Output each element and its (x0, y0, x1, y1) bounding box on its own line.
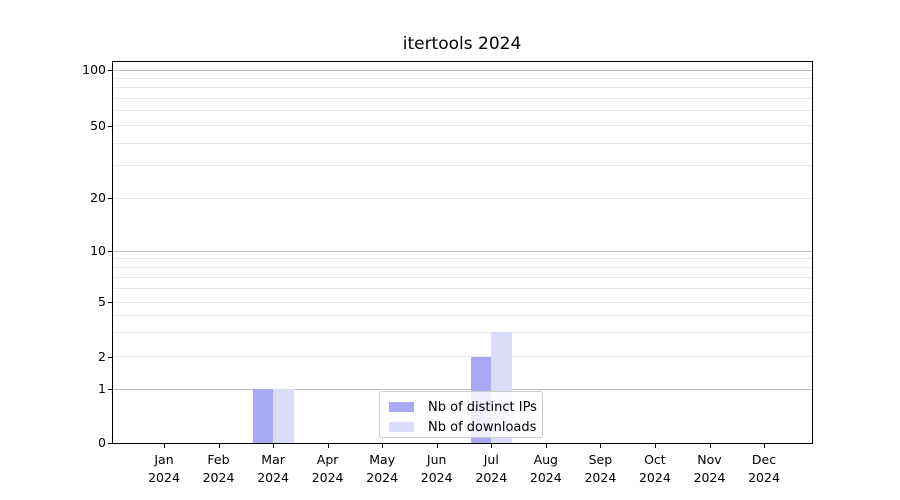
x-tick-label: Oct 2024 (638, 452, 671, 485)
gridline-minor (112, 165, 813, 167)
gridline-minor (112, 125, 813, 126)
x-tick-label: May 2024 (366, 452, 399, 485)
y-tick (108, 389, 112, 390)
x-tick-label: Dec 2024 (748, 452, 780, 485)
y-tick (108, 198, 112, 199)
plot-border-left (112, 61, 113, 444)
x-tick-label: Jan 2024 (148, 452, 180, 485)
y-tick (108, 443, 112, 444)
gridline-minor (112, 356, 813, 357)
y-tick-label: 50 (90, 117, 106, 133)
y-tick (108, 356, 112, 358)
y-tick-label: 10 (90, 243, 106, 258)
gridline-major (112, 250, 813, 252)
y-tick-label: 0 (98, 435, 106, 450)
gridline-minor (112, 98, 813, 100)
gridline-minor (112, 266, 813, 268)
x-tick (491, 444, 493, 448)
gridline-minor (112, 314, 813, 316)
legend-label-downloads: Nb of downloads (428, 419, 537, 435)
gridline-major (112, 69, 813, 71)
x-tick (600, 444, 602, 448)
x-tick-label: Nov 2024 (693, 452, 726, 485)
y-tick-label: 1 (98, 381, 106, 396)
legend-swatch-downloads (389, 422, 414, 432)
x-tick (709, 444, 711, 448)
bar-distinct-ips (252, 389, 274, 443)
x-tick-label: Apr 2024 (311, 452, 344, 485)
y-tick-label: 2 (98, 348, 106, 364)
plot-border-bottom (112, 443, 813, 444)
legend-row-downloads: Nb of downloads (389, 417, 536, 437)
y-tick (108, 302, 112, 303)
x-tick-label: Aug 2024 (529, 452, 562, 485)
x-tick (654, 444, 656, 448)
x-tick (218, 444, 220, 448)
y-tick (108, 251, 112, 252)
plot-border-right (812, 61, 813, 444)
gridline-minor (112, 331, 813, 333)
x-tick-label: Feb 2024 (202, 452, 235, 485)
x-tick (164, 444, 165, 448)
y-tick-label: 20 (90, 190, 106, 205)
legend: Nb of distinct IPs Nb of downloads (379, 391, 543, 438)
gridline-minor (112, 87, 813, 89)
legend-swatch-distinct-ips (389, 402, 414, 412)
gridline-minor (112, 197, 813, 199)
x-tick (764, 444, 765, 448)
y-tick-label: 5 (98, 294, 106, 309)
x-tick (436, 444, 438, 448)
x-tick-label: Jul 2024 (475, 452, 508, 485)
legend-label-distinct-ips: Nb of distinct IPs (428, 399, 537, 415)
y-tick (108, 125, 112, 127)
x-tick (545, 444, 547, 448)
gridline-minor (112, 276, 813, 278)
gridline-minor (112, 77, 813, 79)
plot-border-top (112, 61, 813, 62)
chart-title: itertools 2024 (402, 34, 522, 54)
y-tick (108, 70, 112, 71)
gridline-minor (112, 288, 813, 290)
y-tick-label: 100 (82, 62, 106, 77)
x-tick-label: Mar 2024 (257, 452, 289, 485)
gridline-minor (112, 258, 813, 260)
x-tick (327, 444, 329, 448)
x-tick (273, 444, 275, 448)
x-tick (382, 444, 384, 448)
gridline-minor (112, 142, 813, 144)
gridline-minor (112, 301, 813, 303)
bar-downloads (273, 389, 294, 443)
gridline-major (112, 388, 813, 390)
x-tick-label: Sep 2024 (584, 452, 617, 485)
x-tick-label: Jun 2024 (420, 452, 453, 485)
legend-row-distinct-ips: Nb of distinct IPs (389, 397, 537, 417)
gridline-minor (112, 110, 813, 112)
